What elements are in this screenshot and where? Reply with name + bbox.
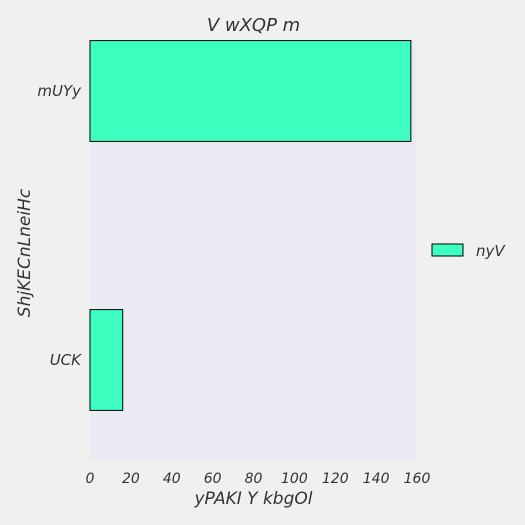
x-axis-label: yPAKI Y kbgOl <box>194 489 313 509</box>
y-tick-labels: mUYy UCK <box>37 82 82 369</box>
y-tick-label-mUYy: mUYy <box>37 82 82 100</box>
x-tick-label-40: 40 <box>163 471 181 487</box>
x-tick-label-60: 60 <box>204 471 222 487</box>
y-axis-label: ShjKECnLneiHc <box>15 188 35 317</box>
x-tick-label-80: 80 <box>245 471 263 487</box>
x-tick-label-120: 120 <box>322 471 349 487</box>
x-tick-label-140: 140 <box>363 471 390 487</box>
bars-group <box>89 40 412 411</box>
y-tick-label-UCK: UCK <box>50 351 82 369</box>
bar-mUYy <box>89 40 412 142</box>
x-tick-label-100: 100 <box>281 471 308 487</box>
x-tick-label-20: 20 <box>122 471 140 487</box>
x-tick-labels: 0 20 40 60 80 100 120 140 160 <box>86 471 431 487</box>
x-tick-label-0: 0 <box>86 471 95 487</box>
legend-swatch-nyV <box>431 243 464 257</box>
bar-UCK <box>89 309 124 411</box>
legend-label-nyV: nyV <box>476 242 506 260</box>
legend: nyV <box>431 242 506 260</box>
x-tick-label-160: 160 <box>404 471 431 487</box>
chart-title: V wXQP m <box>207 15 300 36</box>
